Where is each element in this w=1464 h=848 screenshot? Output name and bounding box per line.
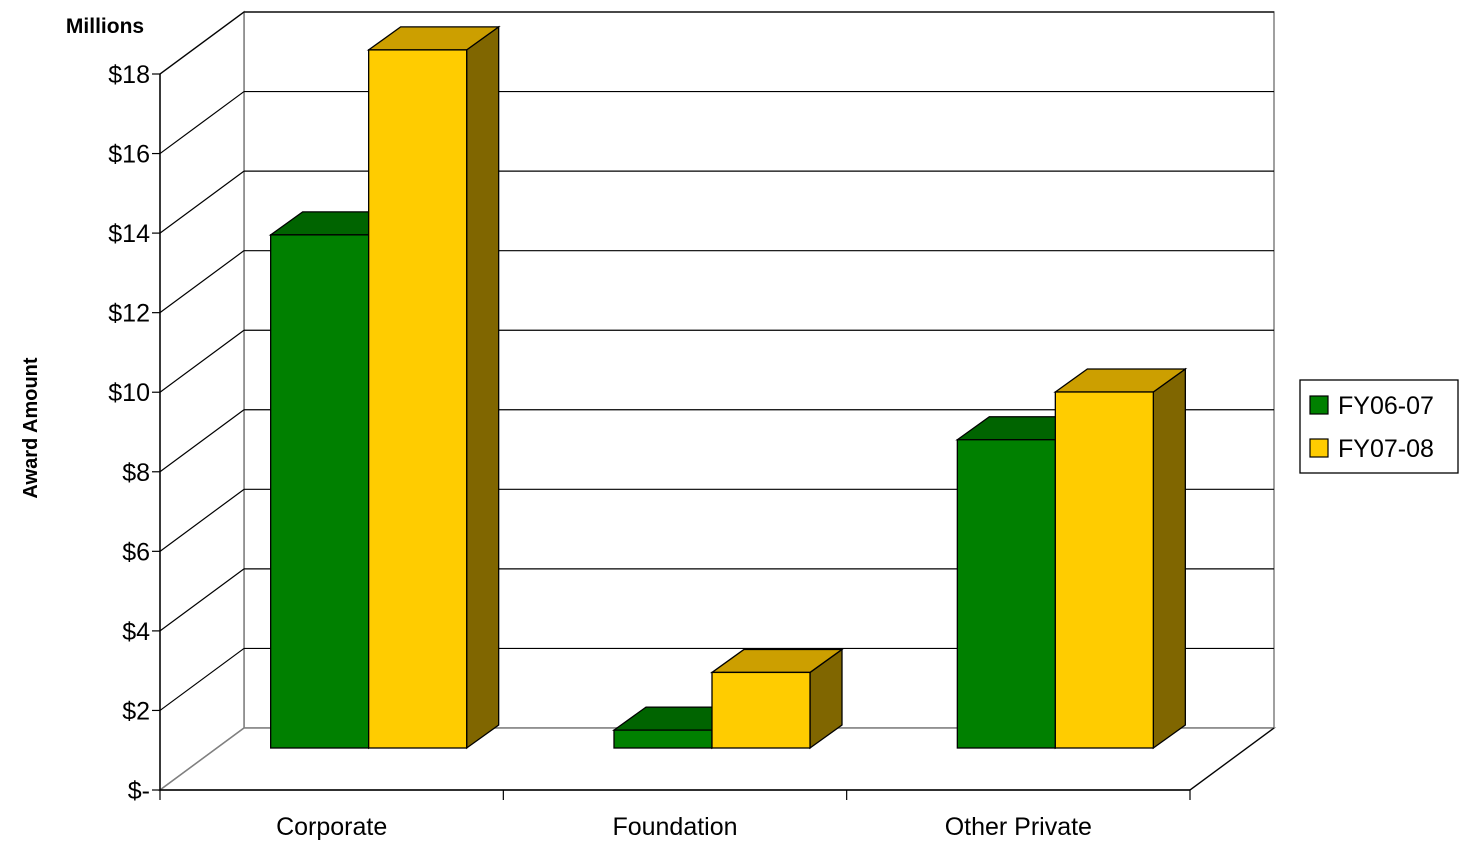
y-tick-label: $8 <box>122 459 150 487</box>
legend-swatch <box>1309 395 1329 415</box>
bar <box>1053 367 1188 750</box>
gridline-side <box>159 488 245 552</box>
y-tick-label: $4 <box>122 618 150 646</box>
legend-label: FY06-07 <box>1338 392 1434 420</box>
gridline-side <box>159 568 245 632</box>
gridline-side <box>159 11 245 75</box>
legend: FY06-07 FY07-08 <box>1299 379 1459 474</box>
bar-front <box>711 671 811 749</box>
y-tick-label: $12 <box>108 300 150 328</box>
category-labels: Corporate Foundation Other Private <box>276 813 1092 841</box>
gridline-side <box>159 170 245 234</box>
y-tick-label: $- <box>128 777 150 805</box>
bar-front <box>368 49 468 749</box>
floor-edge <box>1189 727 1275 791</box>
bar-side <box>1152 367 1186 750</box>
legend-swatch <box>1309 438 1329 458</box>
x-tick-label: Foundation <box>612 813 737 841</box>
unit-label: Millions <box>66 15 144 38</box>
y-tick-label: $6 <box>122 538 150 566</box>
axes <box>152 73 1275 800</box>
bars <box>268 25 1188 750</box>
x-tick-label: Corporate <box>276 813 387 841</box>
gridline-side <box>159 250 245 314</box>
gridline-side <box>159 647 245 711</box>
y-tick-label: $16 <box>108 141 150 169</box>
gridline-side <box>159 91 245 155</box>
bar-side <box>466 25 500 750</box>
gridline-side <box>159 409 245 473</box>
bar-front <box>270 234 370 749</box>
y-tick-label: $18 <box>108 61 150 89</box>
bar <box>366 25 501 750</box>
y-tick-label: $2 <box>122 697 150 725</box>
y-axis-title: Award Amount <box>20 357 42 498</box>
x-tick-label: Other Private <box>945 813 1092 841</box>
legend-label: FY07-08 <box>1338 435 1434 463</box>
side-wall <box>159 10 245 792</box>
bar-front <box>1054 391 1154 749</box>
bar-front <box>956 439 1056 749</box>
y-tick-labels: $- $2 $4 $6 $8 $10 $12 $14 $16 $18 <box>108 61 150 805</box>
bar <box>709 648 845 750</box>
gridline-side <box>159 329 245 393</box>
y-tick-label: $14 <box>108 220 150 248</box>
y-tick-label: $10 <box>108 379 150 407</box>
bar-front <box>613 729 713 749</box>
